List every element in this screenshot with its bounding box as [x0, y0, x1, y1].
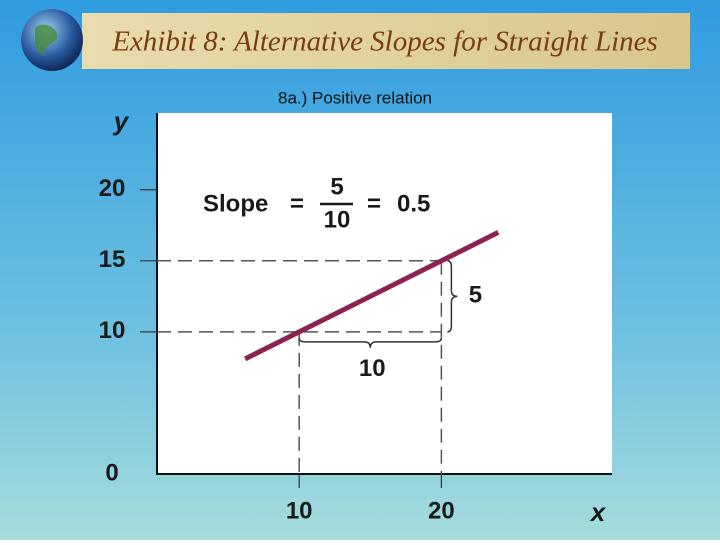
title-banner	[82, 13, 690, 69]
slope-numerator: 5	[330, 173, 343, 200]
rise-brace	[447, 260, 458, 333]
slope-result: 0.5	[397, 190, 430, 217]
y-tick-label: 20	[99, 175, 126, 202]
plot-area	[157, 113, 612, 474]
x-axis-label: x	[589, 497, 607, 527]
chart-subtitle: 8a.) Positive relation	[278, 88, 432, 107]
y-axis-label: y	[112, 106, 130, 136]
y-tick-label: 0	[105, 459, 118, 486]
slope-denominator: 10	[324, 206, 351, 233]
y-tick-label: 10	[99, 317, 126, 344]
slope-label: Slope	[203, 190, 268, 217]
y-tick-label: 15	[99, 246, 126, 273]
slope-equals: =	[367, 190, 381, 217]
slope-equals: =	[290, 190, 304, 217]
run-brace	[298, 337, 443, 348]
x-tick-label: 20	[428, 497, 455, 524]
line	[244, 230, 500, 362]
run-label: 10	[359, 355, 386, 382]
chart-title: Exhibit 8: Alternative Slopes for Straig…	[111, 26, 658, 58]
globe-land	[35, 24, 58, 56]
rise-label: 5	[469, 282, 482, 309]
x-tick-label: 10	[286, 497, 313, 524]
